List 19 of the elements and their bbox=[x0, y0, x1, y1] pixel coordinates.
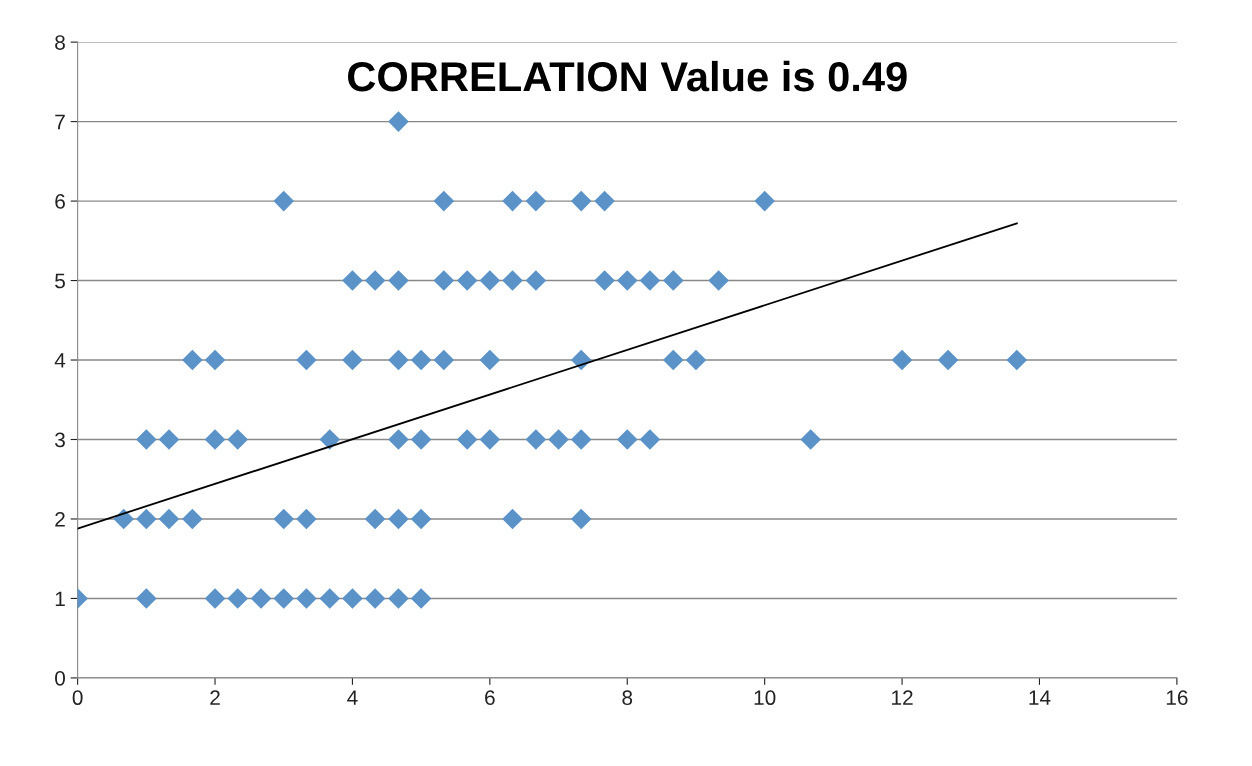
x-tick-label: 8 bbox=[622, 690, 633, 706]
x-tick-label: 16 bbox=[1166, 690, 1188, 706]
x-tick-label: 4 bbox=[347, 690, 358, 705]
x-tick-label: 10 bbox=[754, 690, 776, 706]
x-tick-label: 0 bbox=[72, 690, 83, 706]
y-tick-label: 3 bbox=[55, 432, 65, 448]
y-tick-label: 8 bbox=[55, 35, 65, 50]
chart-title: CORRELATION Value is 0.49 bbox=[348, 60, 907, 92]
x-tick-label: 2 bbox=[210, 690, 220, 705]
y-tick-label: 7 bbox=[55, 114, 65, 130]
y-tick-label: 5 bbox=[55, 273, 65, 289]
y-tick-label: 6 bbox=[55, 194, 65, 209]
y-tick-label: 4 bbox=[54, 353, 66, 368]
y-tick-label: 2 bbox=[55, 511, 65, 527]
x-tick-label: 12 bbox=[892, 690, 913, 705]
x-tick-label: 6 bbox=[485, 690, 495, 706]
y-tick-label: 1 bbox=[55, 591, 65, 606]
x-tick-label: 14 bbox=[1029, 690, 1051, 705]
y-tick-label: 0 bbox=[55, 670, 65, 686]
